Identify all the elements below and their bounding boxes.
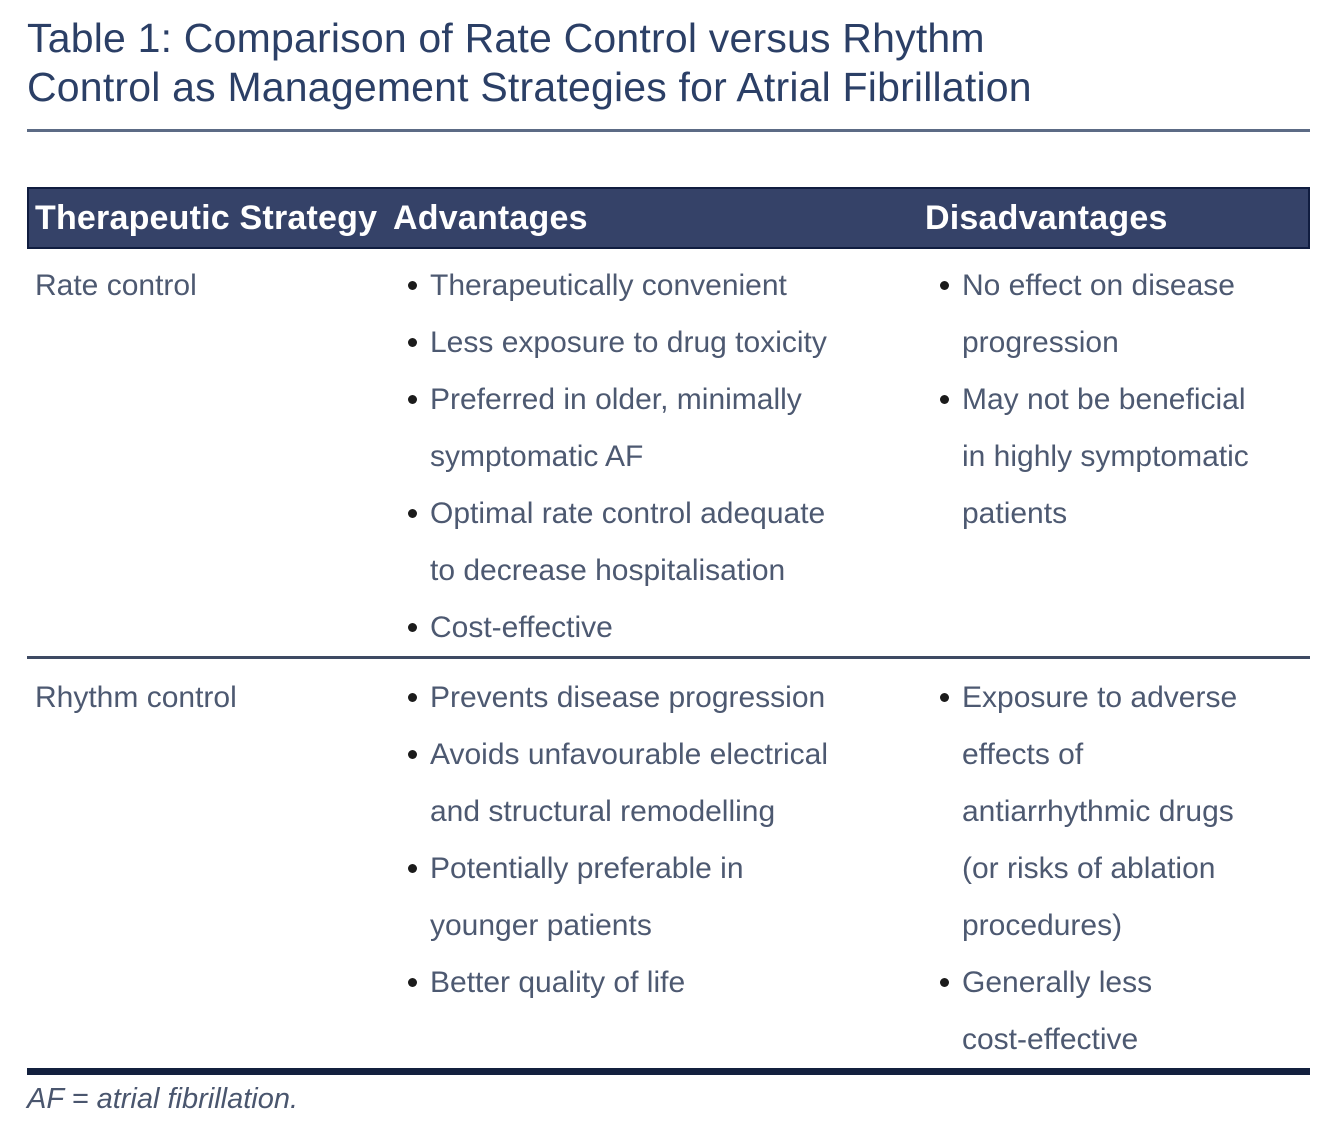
- bullet-item: Exposure to adverse effects of antiarrhy…: [925, 669, 1310, 954]
- bullet-text: Prevents disease progression: [430, 681, 826, 714]
- bullet-item: Potentially preferable in younger patien…: [393, 840, 925, 954]
- bullet-text: Therapeutically convenient: [430, 269, 787, 302]
- bullet-icon: [408, 623, 417, 632]
- bullet-text: May not be beneficial in highly symptoma…: [962, 383, 1249, 530]
- bullet-icon: [408, 338, 417, 347]
- column-header-therapeutic-strategy: Therapeutic Strategy: [35, 198, 378, 237]
- column-header-disadvantages: Disadvantages: [925, 198, 1168, 237]
- table-header-row: Therapeutic Strategy Advantages Disadvan…: [27, 187, 1310, 249]
- bullet-text: Optimal rate control adequate to decreas…: [430, 497, 826, 587]
- table-row: Rate control Therapeutically convenient Le…: [27, 249, 1310, 656]
- bullet-text: Avoids unfavourable electrical and struc…: [430, 738, 829, 828]
- column-header-advantages: Advantages: [393, 198, 588, 237]
- bullet-icon: [408, 509, 417, 518]
- bullet-icon: [940, 281, 949, 290]
- bullet-item: No effect on disease progression: [925, 257, 1310, 371]
- table-body: Rate control Therapeutically convenient Le…: [27, 249, 1310, 1068]
- bullet-icon: [940, 693, 949, 702]
- bullet-icon: [408, 864, 417, 873]
- bullet-item: Therapeutically convenient: [393, 257, 925, 314]
- bullet-icon: [408, 750, 417, 759]
- table-title: Table 1: Comparison of Rate Control vers…: [27, 15, 1032, 110]
- comparison-table: Therapeutic Strategy Advantages Disadvan…: [27, 187, 1310, 1075]
- bullet-icon: [408, 281, 417, 290]
- strategy-cell: Rhythm control: [35, 681, 237, 714]
- bullet-icon: [408, 978, 417, 987]
- bullet-text: Potentially preferable in younger patien…: [430, 852, 744, 942]
- bullet-icon: [940, 978, 949, 987]
- bullet-text: Less exposure to drug toxicity: [430, 326, 827, 359]
- bullet-item: Better quality of life: [393, 954, 925, 1011]
- bullet-item: Less exposure to drug toxicity: [393, 314, 925, 371]
- bullet-text: No effect on disease progression: [962, 269, 1235, 359]
- bullet-icon: [408, 395, 417, 404]
- bullet-text: Preferred in older, minimally symptomati…: [430, 383, 802, 473]
- bullet-item: Optimal rate control adequate to decreas…: [393, 485, 925, 599]
- bullet-text: Cost-effective: [430, 611, 613, 644]
- bullet-text: Exposure to adverse effects of antiarrhy…: [962, 681, 1238, 942]
- bullet-icon: [940, 395, 949, 404]
- table-row: Rhythm control Prevents disease progressi…: [27, 656, 1310, 1068]
- bullet-text: Better quality of life: [430, 966, 686, 999]
- disadvantages-cell: No effect on disease progression May not …: [925, 257, 1310, 656]
- bullet-item: Prevents disease progression: [393, 669, 925, 726]
- advantages-cell: Prevents disease progression Avoids unfav…: [393, 669, 925, 1068]
- bullet-item: Cost-effective: [393, 599, 925, 656]
- bullet-text: Generally less cost-effective: [962, 966, 1153, 1056]
- bullet-item: May not be beneficial in highly symptoma…: [925, 371, 1310, 542]
- bullet-item: Avoids unfavourable electrical and struc…: [393, 726, 925, 840]
- strategy-cell: Rate control: [35, 269, 197, 302]
- advantages-cell: Therapeutically convenient Less exposure …: [393, 257, 925, 656]
- bullet-item: Generally less cost-effective: [925, 954, 1310, 1068]
- title-rule: [27, 129, 1310, 132]
- disadvantages-cell: Exposure to adverse effects of antiarrhy…: [925, 669, 1310, 1068]
- footnote: AF = atrial fibrillation.: [27, 1083, 299, 1115]
- bullet-item: Preferred in older, minimally symptomati…: [393, 371, 925, 485]
- bullet-icon: [408, 693, 417, 702]
